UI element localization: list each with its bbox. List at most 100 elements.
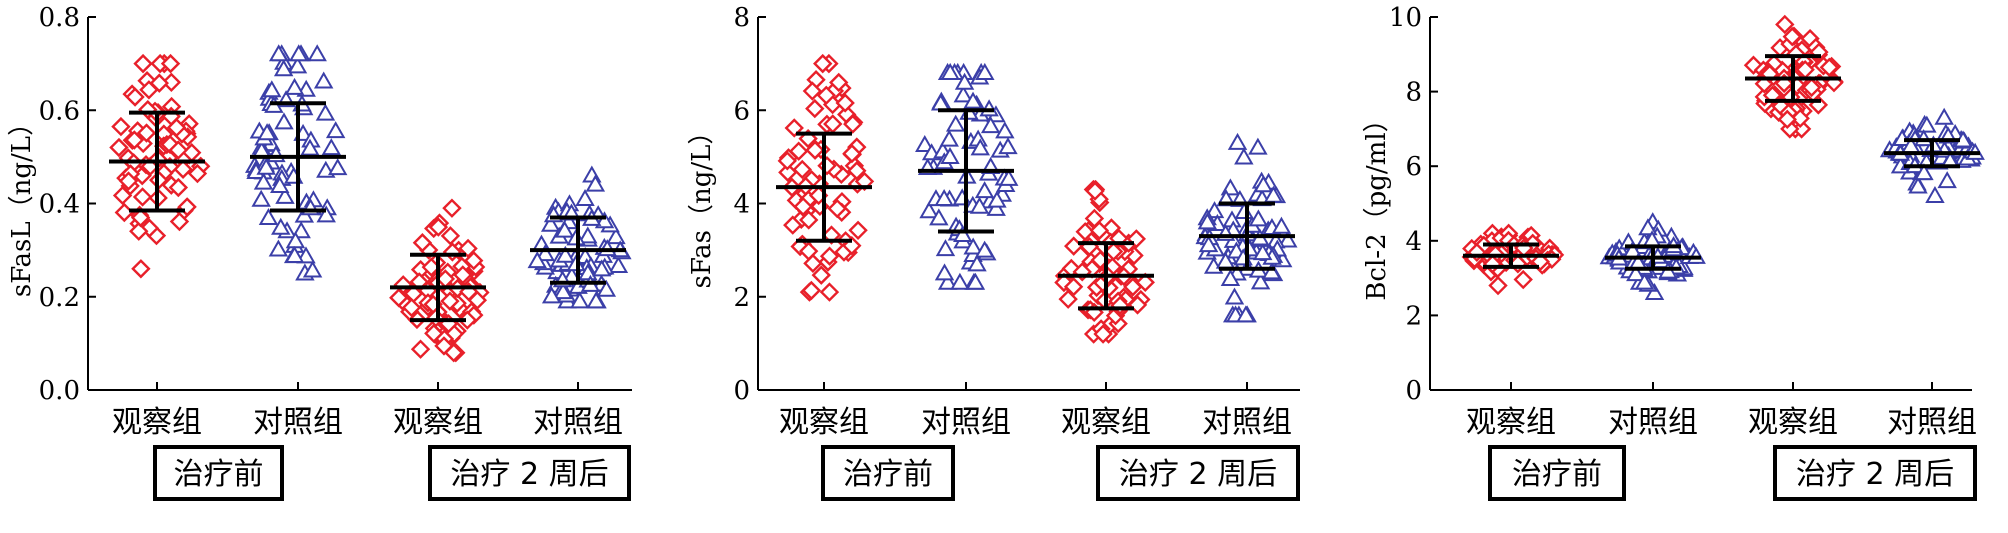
data-point-diamond: [811, 265, 831, 285]
data-point-diamond: [410, 339, 431, 359]
data-point-diamond: [401, 297, 422, 318]
data-point-diamond: [412, 233, 433, 253]
data-point-triangle: [945, 114, 966, 132]
data-point-triangle: [1236, 305, 1256, 323]
data-point-triangle: [1914, 163, 1934, 181]
data-point-triangle: [939, 129, 959, 147]
data-point-triangle: [929, 208, 949, 226]
category-label: 观察组: [112, 405, 202, 440]
data-point-triangle: [540, 214, 561, 232]
data-point-triangle: [953, 85, 973, 103]
group-box: [1096, 445, 1300, 501]
group-box: [1488, 445, 1626, 501]
group-box: [821, 445, 955, 501]
data-point-diamond: [458, 238, 478, 259]
data-point-triangle: [316, 205, 336, 223]
data-point-diamond: [112, 185, 133, 206]
category-label: 观察组: [1748, 405, 1838, 440]
data-point-diamond: [424, 323, 444, 344]
data-point-triangle: [1917, 115, 1937, 133]
data-point-triangle: [578, 226, 598, 244]
group-box: [428, 445, 631, 501]
data-point-triangle: [606, 227, 626, 245]
data-point-triangle: [570, 291, 590, 309]
data-point-triangle: [965, 272, 986, 290]
data-point-diamond: [129, 221, 149, 241]
group-box: [153, 445, 284, 501]
y-tick-label: 0: [733, 376, 750, 406]
data-point-diamond: [805, 98, 825, 119]
data-point-triangle: [287, 56, 308, 74]
data-point-triangle: [1634, 272, 1655, 290]
y-tick-label: 6: [733, 96, 750, 126]
data-point-diamond: [1775, 14, 1795, 35]
data-point-triangle: [980, 116, 1001, 134]
data-point-triangle: [967, 254, 987, 272]
data-point-triangle: [1220, 268, 1241, 286]
data-point-triangle: [271, 217, 291, 235]
category-label: 对照组: [1887, 405, 1977, 440]
y-tick-label: 8: [733, 3, 750, 33]
data-point-triangle: [934, 263, 955, 281]
category-label: 观察组: [1466, 405, 1556, 440]
category-label: 观察组: [1061, 405, 1151, 440]
data-point-diamond: [169, 211, 190, 232]
data-point-triangle: [554, 220, 575, 238]
data-point-triangle: [300, 138, 320, 156]
data-point-triangle: [284, 245, 305, 263]
data-point-triangle: [257, 123, 277, 141]
y-tick-label: 0.0: [39, 376, 80, 406]
data-point-triangle: [586, 291, 606, 309]
data-point-triangle: [1644, 283, 1665, 301]
data-point-diamond: [819, 282, 840, 302]
data-point-diamond: [819, 246, 840, 266]
group-label: 治疗 2 周后: [1119, 457, 1277, 492]
data-point-triangle: [974, 240, 995, 258]
data-point-diamond: [1085, 181, 1105, 201]
data-point-triangle: [578, 263, 598, 281]
data-point-triangle: [596, 279, 617, 297]
data-point-triangle: [321, 138, 342, 156]
data-point-diamond: [1488, 275, 1508, 296]
group-label: 治疗 2 周后: [1796, 457, 1954, 492]
data-point-triangle: [935, 239, 956, 257]
data-point-diamond: [835, 93, 855, 113]
data-point-triangle: [954, 72, 975, 90]
data-point-triangle: [1224, 287, 1245, 305]
y-tick-label: 0.8: [39, 3, 80, 33]
data-point-diamond: [428, 217, 449, 237]
data-point-triangle: [575, 188, 595, 206]
data-point-triangle: [313, 71, 334, 89]
data-point-triangle: [591, 259, 612, 277]
data-point-diamond: [442, 198, 462, 218]
data-point-triangle: [302, 260, 323, 278]
data-point-triangle: [915, 134, 935, 153]
data-point-triangle: [970, 138, 990, 156]
data-point-triangle: [937, 272, 958, 290]
data-point-diamond: [168, 177, 189, 198]
data-point-diamond: [847, 161, 867, 181]
data-point-triangle: [1278, 230, 1298, 248]
y-tick-label: 10: [1389, 3, 1422, 33]
category-label: 观察组: [393, 405, 483, 440]
data-point-diamond: [799, 210, 819, 230]
data-point-triangle: [585, 174, 606, 192]
data-point-triangle: [1234, 147, 1254, 165]
data-point-diamond: [813, 53, 833, 74]
data-point-triangle: [608, 256, 629, 274]
data-point-triangle: [268, 239, 289, 257]
data-point-diamond: [1777, 109, 1797, 130]
data-point-triangle: [974, 181, 995, 199]
data-point-diamond: [798, 241, 819, 261]
data-point-triangle: [1271, 216, 1292, 234]
data-point-diamond: [131, 259, 151, 279]
data-point-diamond: [848, 220, 868, 240]
data-point-triangle: [307, 44, 327, 62]
data-point-diamond: [792, 159, 812, 180]
group-box: [1773, 445, 1977, 501]
data-point-diamond: [444, 343, 464, 363]
y-tick-label: 0: [1405, 376, 1422, 406]
data-point-diamond: [805, 140, 825, 160]
data-point-triangle: [594, 211, 615, 229]
